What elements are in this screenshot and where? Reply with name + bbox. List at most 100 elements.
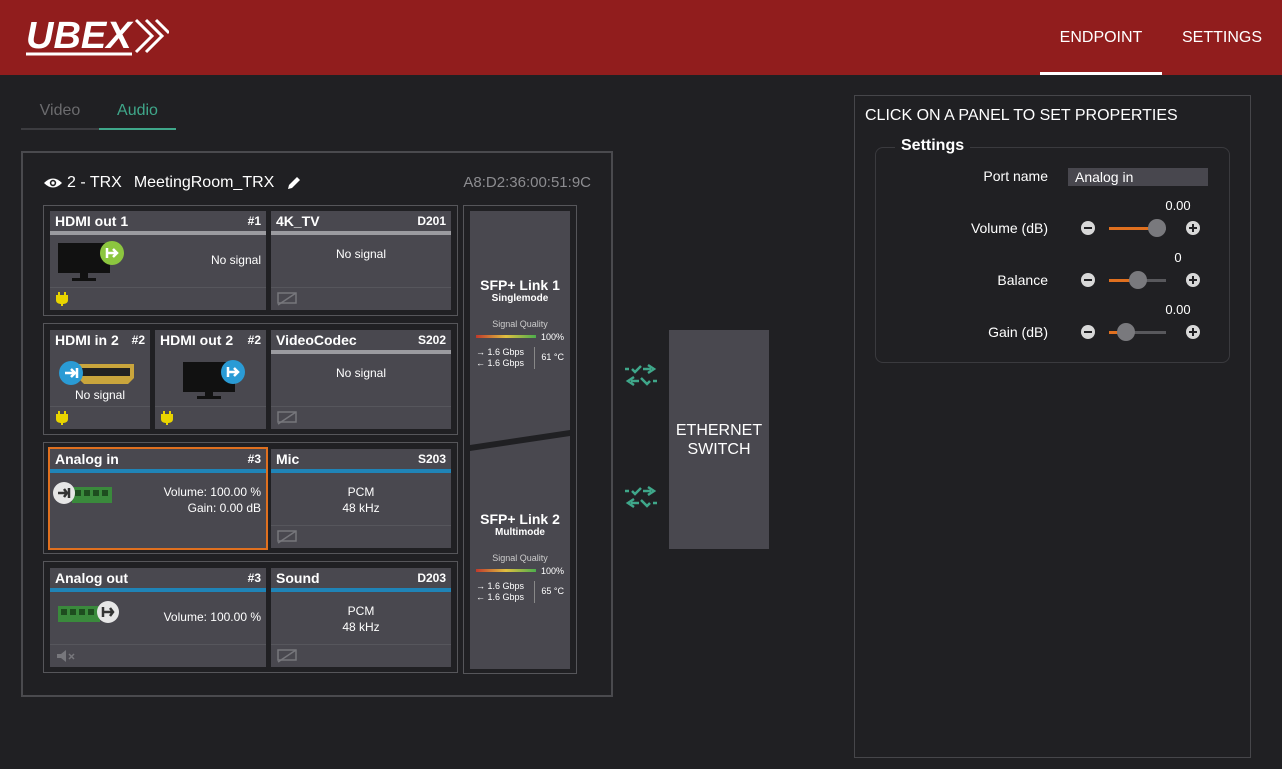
sample-rate: 48 kHz: [342, 501, 380, 515]
panel-4k-tv[interactable]: 4K_TV D201 No signal: [271, 211, 451, 310]
ethernet-switch[interactable]: ETHERNET SWITCH: [669, 330, 769, 549]
panel-id: #3: [247, 571, 261, 585]
settings-legend: Settings: [895, 137, 971, 155]
gain-readout: Gain: 0.00 dB: [187, 501, 261, 515]
svg-text:UBEX: UBEX: [26, 15, 134, 57]
ubex-logo: UBEX: [26, 15, 169, 57]
panel-title: Mic: [276, 451, 300, 467]
panel-id: #2: [131, 333, 145, 347]
signal-quality-label: Signal Quality: [492, 553, 548, 563]
rx-arrow-icon: ←: [476, 592, 485, 602]
volume-readout: Volume: 100.00 %: [163, 610, 261, 624]
signal-quality-bar: [476, 569, 536, 572]
sfp-link-2[interactable]: SFP+ Link 2 Multimode Signal Quality 100…: [470, 440, 570, 669]
panel-hdmi-in-2[interactable]: HDMI in 2 #2 No signal: [50, 330, 150, 429]
eye-icon[interactable]: [43, 176, 63, 190]
port-name-label: Port name: [983, 168, 1048, 184]
monitor-out-icon: [58, 241, 124, 281]
signal-status: No signal: [335, 247, 387, 261]
switch-label-line1: ETHERNET: [675, 421, 763, 439]
sfp-links-bg: [470, 211, 570, 669]
panel-title: Sound: [276, 570, 320, 586]
volume-slider-knob[interactable]: [1148, 219, 1167, 237]
sfp-mode: Multimode: [495, 527, 545, 538]
balance-label: Balance: [997, 272, 1048, 288]
rx-rate: 1.6 Gbps: [487, 592, 525, 602]
port-group-1: [43, 205, 458, 316]
panel-videocodec[interactable]: VideoCodec S202 No signal: [271, 330, 451, 429]
balance-value: 0: [1174, 250, 1182, 265]
power-plug-icon: [56, 411, 68, 425]
app-header: UBEX ENDPOINT SETTINGS: [0, 0, 1282, 75]
volume-decrease-button[interactable]: [1081, 221, 1095, 235]
volume-slider[interactable]: [1109, 219, 1167, 237]
panel-mic[interactable]: Mic S203 PCM 48 kHz: [271, 449, 451, 548]
panel-title: Analog out: [55, 570, 129, 586]
panel-sound[interactable]: Sound D203 PCM 48 kHz: [271, 568, 451, 667]
properties-panel: [854, 95, 1251, 758]
panel-analog-out[interactable]: Analog out #3 Volume: 100.00 %: [50, 568, 266, 667]
settings-fieldset: [875, 147, 1230, 363]
panel-title: 4K_TV: [276, 213, 320, 229]
signal-status: No signal: [74, 388, 126, 402]
panel-title: HDMI out 2: [160, 332, 234, 348]
volume-value: 0.00: [1165, 198, 1191, 213]
tx-arrow-icon: →: [476, 581, 485, 591]
no-display-icon: [277, 649, 297, 663]
nav-endpoint[interactable]: ENDPOINT: [1040, 0, 1162, 75]
panel-analog-in[interactable]: Analog in #3 Volume: 100.00 % Gain: 0.00…: [48, 447, 268, 550]
gain-slider-knob[interactable]: [1117, 323, 1136, 341]
gain-decrease-button[interactable]: [1081, 325, 1095, 339]
panel-id: #1: [247, 214, 261, 228]
panel-id: D201: [417, 214, 446, 228]
tx-rate: 1.6 Gbps: [487, 581, 525, 591]
sfp-title: SFP+ Link 2: [480, 511, 560, 527]
panel-id: D203: [417, 571, 446, 585]
power-plug-icon: [161, 411, 173, 425]
rx-rate: 1.6 Gbps: [487, 358, 525, 368]
hdmi-in-icon: [59, 361, 134, 385]
tx-arrow-icon: →: [476, 347, 485, 357]
panel-hdmi-out-2[interactable]: HDMI out 2 #2: [155, 330, 266, 429]
no-display-icon: [277, 530, 297, 544]
gain-increase-button[interactable]: [1186, 325, 1200, 339]
panel-id: S202: [417, 333, 446, 347]
panel-id: S203: [417, 452, 446, 466]
sfp-mode: Singlemode: [491, 293, 549, 304]
device-title: 2 - TRX MeetingRoom_TRX: [43, 173, 302, 193]
panel-hdmi-out-1[interactable]: HDMI out 1 #1 No signal: [50, 211, 266, 310]
analog-out-icon: [58, 601, 119, 623]
signal-quality-label: Signal Quality: [492, 319, 548, 329]
balance-decrease-button[interactable]: [1081, 273, 1095, 287]
panel-title: VideoCodec: [276, 332, 357, 348]
balance-increase-button[interactable]: [1186, 273, 1200, 287]
temperature: 61 °C: [541, 352, 564, 362]
panel-id: #2: [247, 333, 261, 347]
muted-speaker-icon: [57, 650, 75, 662]
port-group-3: [43, 442, 458, 554]
sfp-group: [463, 205, 577, 674]
balance-slider-knob[interactable]: [1128, 271, 1147, 289]
balance-slider-fill: [1109, 279, 1138, 282]
gain-value: 0.00: [1165, 302, 1191, 317]
properties-title: CLICK ON A PANEL TO SET PROPERTIES: [865, 107, 1178, 124]
sfp-link-1[interactable]: SFP+ Link 1 Singlemode Signal Quality 10…: [470, 211, 570, 431]
device-id-label: 2 - TRX: [67, 174, 122, 191]
tab-audio[interactable]: Audio: [99, 98, 176, 130]
signal-quality-value: 100%: [540, 566, 564, 576]
balance-slider[interactable]: [1109, 271, 1166, 289]
tab-video[interactable]: Video: [21, 98, 99, 130]
pencil-icon[interactable]: [286, 175, 302, 191]
volume-increase-button[interactable]: [1186, 221, 1200, 235]
no-display-icon: [277, 292, 297, 306]
volume-readout: Volume: 100.00 %: [163, 485, 261, 499]
nav-settings[interactable]: SETTINGS: [1181, 29, 1262, 46]
monitor-out-icon: [183, 360, 245, 399]
gain-slider[interactable]: [1109, 323, 1166, 341]
port-name-input[interactable]: [1068, 168, 1208, 186]
signal-status: No signal: [335, 366, 387, 380]
sample-rate: 48 kHz: [342, 620, 380, 634]
device-frame: [21, 151, 613, 697]
power-plug-icon: [56, 292, 68, 306]
switch-label-line2: SWITCH: [687, 440, 751, 458]
